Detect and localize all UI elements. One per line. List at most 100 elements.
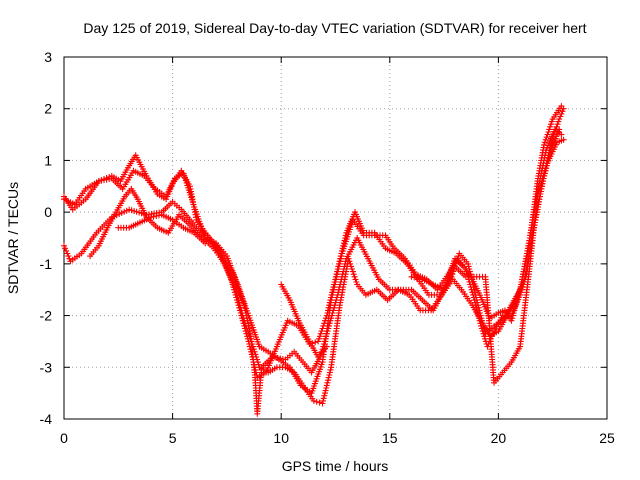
data-point bbox=[64, 250, 71, 257]
data-point bbox=[416, 275, 423, 282]
data-point bbox=[336, 260, 343, 267]
data-point bbox=[325, 377, 332, 384]
y-tick-label: -4 bbox=[40, 411, 53, 427]
data-point bbox=[519, 273, 526, 280]
data-point bbox=[252, 366, 259, 373]
data-point bbox=[319, 400, 326, 407]
data-point bbox=[320, 397, 327, 404]
data-point bbox=[247, 335, 254, 342]
data-point bbox=[334, 271, 341, 278]
y-tick-label: -2 bbox=[40, 308, 53, 324]
data-point bbox=[413, 275, 420, 282]
data-point bbox=[514, 297, 521, 304]
y-tick-labels: -4 -3 -2 -1 0 1 2 3 bbox=[40, 49, 53, 427]
plot-frame bbox=[63, 56, 608, 420]
data-point bbox=[550, 134, 557, 141]
data-point bbox=[535, 188, 542, 195]
data-point bbox=[329, 291, 336, 298]
data-point bbox=[316, 399, 323, 406]
data-point bbox=[236, 299, 243, 306]
data-point bbox=[251, 348, 258, 355]
data-point bbox=[153, 213, 160, 219]
x-tick-label: 25 bbox=[599, 430, 615, 446]
data-point bbox=[551, 129, 558, 135]
data-point bbox=[320, 395, 327, 402]
data-point bbox=[509, 315, 516, 322]
data-point bbox=[476, 307, 483, 314]
data-point bbox=[150, 213, 157, 220]
data-point bbox=[516, 289, 523, 296]
data-point bbox=[328, 294, 335, 301]
data-point bbox=[337, 258, 344, 265]
data-point bbox=[330, 289, 336, 296]
data-point bbox=[323, 382, 330, 389]
data-point bbox=[552, 126, 559, 133]
data-point bbox=[243, 322, 249, 329]
x-tick-label: 10 bbox=[273, 430, 289, 446]
data-point bbox=[333, 273, 340, 280]
x-tick-label: 20 bbox=[491, 430, 507, 446]
y-tick-label: 1 bbox=[44, 152, 52, 168]
y-tick-label: 3 bbox=[44, 49, 52, 65]
series-track-5 bbox=[115, 136, 567, 386]
data-point bbox=[546, 147, 553, 154]
data-point bbox=[350, 271, 357, 278]
x-tick-label: 5 bbox=[169, 430, 177, 446]
data-point bbox=[546, 126, 553, 133]
data-point bbox=[537, 183, 544, 190]
data-point bbox=[539, 175, 546, 182]
data-point bbox=[236, 302, 243, 309]
data-point bbox=[239, 312, 246, 319]
data-point bbox=[543, 134, 550, 141]
data-point bbox=[254, 356, 260, 363]
y-tick-label: 0 bbox=[44, 204, 52, 220]
data-point bbox=[249, 341, 256, 347]
data-point bbox=[242, 320, 249, 327]
data-point bbox=[512, 304, 519, 311]
y-axis-label: SDTVAR / TECUs bbox=[5, 182, 21, 294]
data-point bbox=[408, 273, 415, 280]
data-point bbox=[514, 294, 521, 301]
data-point bbox=[321, 392, 328, 399]
data-point bbox=[312, 339, 319, 346]
data-point bbox=[465, 263, 472, 270]
data-point bbox=[348, 263, 355, 270]
data-point bbox=[515, 291, 522, 298]
data-point bbox=[551, 131, 557, 138]
data-point bbox=[239, 310, 246, 316]
chart-title: Day 125 of 2019, Sidereal Day-to-day VTE… bbox=[83, 20, 586, 36]
data-point bbox=[323, 343, 330, 350]
data-point bbox=[330, 286, 337, 293]
data-point bbox=[315, 338, 322, 345]
data-point bbox=[316, 333, 323, 340]
data-point bbox=[326, 369, 333, 376]
data-point bbox=[322, 387, 329, 394]
data-point bbox=[147, 214, 154, 221]
grid-lines bbox=[64, 57, 607, 419]
data-point bbox=[233, 289, 240, 296]
data-point bbox=[541, 139, 548, 146]
data-point bbox=[541, 170, 547, 177]
data-point bbox=[538, 180, 545, 187]
data-point bbox=[245, 330, 252, 337]
data-point bbox=[313, 398, 320, 405]
data-point bbox=[554, 121, 561, 128]
data-point bbox=[547, 123, 554, 130]
data-point bbox=[324, 379, 331, 386]
data-point bbox=[334, 268, 341, 275]
x-tick-labels: 0 5 10 15 20 25 bbox=[60, 430, 615, 446]
data-point bbox=[509, 312, 516, 319]
data-point bbox=[244, 328, 251, 335]
data-point bbox=[411, 274, 418, 281]
data-point bbox=[345, 255, 352, 262]
data-markers bbox=[61, 103, 567, 417]
data-point bbox=[510, 310, 517, 316]
data-point bbox=[332, 279, 339, 285]
data-point bbox=[482, 335, 489, 342]
data-point bbox=[548, 121, 554, 128]
x-tick-label: 15 bbox=[382, 430, 398, 446]
data-point bbox=[103, 176, 110, 183]
data-point bbox=[518, 279, 525, 285]
data-point bbox=[511, 307, 518, 314]
